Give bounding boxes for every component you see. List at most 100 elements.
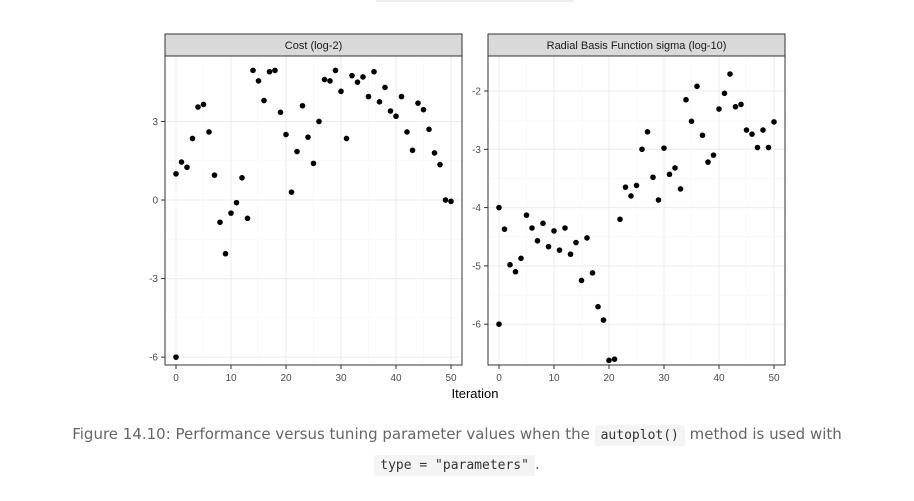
data-point [633, 182, 640, 189]
data-point [507, 261, 513, 268]
data-point [294, 148, 300, 155]
caption-line-1: Figure 14.10: Performance versus tuning … [0, 420, 914, 450]
data-point [228, 210, 234, 216]
data-point [765, 144, 772, 151]
y-tick-label: -3 [149, 274, 158, 285]
data-point [349, 72, 355, 79]
data-point [699, 132, 706, 139]
chart-panel-2: Radial Basis Function sigma (log-10) 0 10 2… [472, 33, 786, 384]
data-point [305, 134, 311, 140]
data-point [501, 226, 508, 232]
data-point [644, 128, 651, 135]
data-point [606, 357, 612, 364]
data-point [529, 225, 535, 231]
data-point [178, 159, 185, 165]
data-point [512, 268, 519, 275]
data-point [727, 71, 733, 77]
page-top-rule [376, 0, 573, 2]
data-point [360, 74, 366, 80]
data-point [760, 127, 766, 133]
data-point [551, 228, 557, 234]
data-point [694, 83, 700, 90]
data-point [545, 243, 552, 250]
data-point [584, 235, 590, 241]
x-tick-label: 20 [603, 373, 615, 384]
data-point [206, 129, 212, 135]
data-point [189, 135, 196, 142]
x-tick-label: 40 [390, 373, 402, 384]
data-point [738, 101, 744, 108]
data-point [173, 171, 179, 177]
data-point [617, 216, 623, 223]
x-tick-label: 0 [496, 373, 502, 384]
caption-text-before: Figure 14.10: Performance versus tuning … [72, 425, 590, 443]
data-point [672, 165, 678, 171]
data-point [655, 197, 662, 203]
data-point [688, 118, 695, 125]
data-point [387, 108, 394, 114]
data-point [321, 76, 328, 83]
data-point [743, 127, 750, 133]
data-point [261, 97, 267, 104]
data-point [573, 239, 579, 246]
chart-panel-1: Cost (log-2) 0 10 20 30 40 50 -6 -3 0 3 [149, 33, 463, 384]
data-point [343, 135, 350, 142]
data-point [732, 103, 739, 110]
data-point [332, 67, 339, 74]
data-point [250, 67, 256, 74]
data-point [771, 119, 777, 125]
data-point [562, 225, 568, 231]
data-point [338, 88, 344, 95]
x-tick-label: 20 [280, 373, 292, 384]
data-point [376, 99, 383, 105]
y-tick-label: -4 [472, 203, 481, 214]
y-tick-label: 0 [152, 196, 158, 207]
data-point [272, 67, 278, 74]
x-tick-label: 0 [173, 373, 179, 384]
x-axis-title: Iteration [452, 386, 499, 401]
facet-strip-title: Radial Basis Function sigma (log-10) [547, 40, 727, 52]
data-point [299, 102, 306, 109]
data-point [523, 212, 530, 218]
x-tick-label: 50 [768, 373, 780, 384]
data-point [534, 238, 541, 244]
data-point [754, 144, 761, 151]
data-point [437, 161, 443, 168]
data-point [222, 250, 229, 257]
facet-strip-title: Cost (log-2) [285, 40, 342, 52]
data-point [661, 145, 667, 151]
data-point [600, 317, 607, 323]
x-tick-label: 30 [658, 373, 670, 384]
data-point [211, 172, 218, 178]
data-point [283, 131, 289, 138]
data-point [316, 118, 322, 125]
x-tick-label: 30 [335, 373, 347, 384]
data-point [628, 193, 634, 199]
data-point [705, 159, 711, 165]
data-point [595, 303, 601, 310]
data-point [371, 68, 377, 75]
data-point [415, 100, 421, 106]
data-point [244, 215, 251, 222]
data-point [749, 131, 755, 137]
data-point [382, 84, 388, 91]
data-point [233, 199, 240, 206]
data-point [173, 354, 179, 360]
data-point [200, 101, 207, 108]
data-point [398, 93, 405, 100]
data-point [409, 147, 416, 154]
y-tick-label: -6 [472, 320, 481, 331]
data-point [310, 160, 317, 167]
x-tick-label: 50 [445, 373, 457, 384]
data-point [420, 106, 427, 113]
y-tick-label: -3 [472, 145, 481, 156]
y-tick-label: -2 [472, 86, 481, 97]
x-tick-label: 40 [713, 373, 725, 384]
data-point [666, 171, 673, 178]
x-tick-label: 10 [225, 373, 237, 384]
figure-caption: Figure 14.10: Performance versus tuning … [0, 420, 914, 480]
data-point [184, 164, 190, 171]
data-point [716, 106, 722, 112]
caption-code-autoplot: autoplot() [594, 425, 685, 446]
data-point [721, 90, 728, 97]
